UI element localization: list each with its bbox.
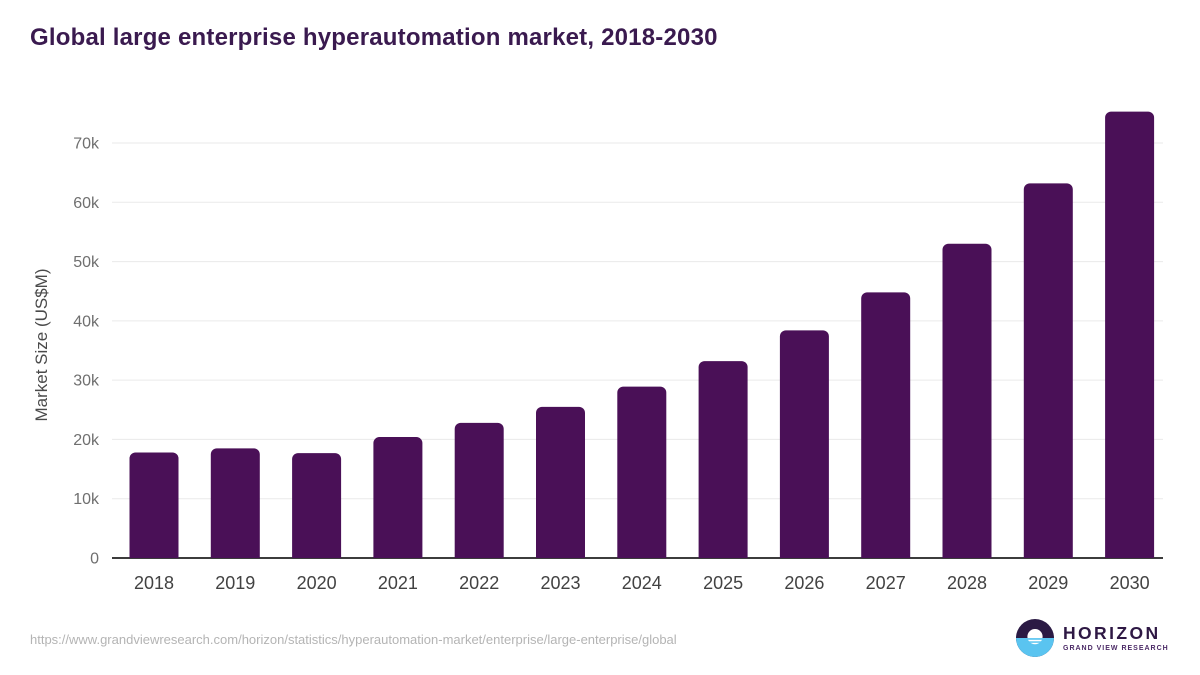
x-tick-label: 2023 — [540, 573, 580, 593]
bar-2026 — [779, 330, 829, 558]
horizon-logo-subtitle: GRAND VIEW RESEARCH — [1063, 644, 1169, 652]
y-tick-label: 0 — [90, 551, 99, 568]
x-tick-label: 2020 — [297, 573, 337, 593]
horizon-logo-text: HORIZON GRAND VIEW RESEARCH — [1063, 623, 1169, 652]
y-tick-label: 30k — [73, 373, 100, 390]
bar-2020 — [292, 453, 342, 558]
y-tick-label: 20k — [73, 432, 100, 449]
y-tick-label: 10k — [73, 491, 100, 508]
chart-title: Global large enterprise hyperautomation … — [30, 24, 718, 51]
bar-2027 — [861, 292, 911, 558]
x-tick-label: 2027 — [866, 573, 906, 593]
x-tick-label: 2028 — [947, 573, 987, 593]
x-tick-label: 2024 — [622, 573, 662, 593]
x-tick-label: 2029 — [1028, 573, 1068, 593]
x-tick-label: 2021 — [378, 573, 418, 593]
y-tick-label: 50k — [73, 254, 100, 271]
bar-2025 — [698, 361, 748, 558]
x-tick-label: 2018 — [134, 573, 174, 593]
bar-2022 — [454, 422, 504, 558]
horizon-logo: HORIZON GRAND VIEW RESEARCH — [1016, 619, 1169, 657]
x-tick-label: 2025 — [703, 573, 743, 593]
bar-2030 — [1105, 111, 1155, 558]
y-tick-label: 70k — [73, 136, 100, 153]
bar-2018 — [129, 452, 179, 558]
bar-2028 — [942, 243, 992, 559]
x-tick-label: 2019 — [215, 573, 255, 593]
x-tick-label: 2026 — [784, 573, 824, 593]
x-tick-label: 2030 — [1110, 573, 1150, 593]
horizon-sun-icon — [1016, 619, 1054, 657]
horizon-logo-name: HORIZON — [1063, 623, 1161, 644]
bar-2023 — [536, 406, 585, 558]
bar-2029 — [1023, 183, 1073, 559]
source-url: https://www.grandviewresearch.com/horizo… — [30, 632, 677, 647]
x-tick-label: 2022 — [459, 573, 499, 593]
y-tick-label: 40k — [73, 313, 100, 330]
bar-2021 — [373, 437, 423, 558]
y-tick-label: 60k — [73, 195, 100, 212]
bar-2019 — [210, 448, 260, 558]
bar-2024 — [617, 386, 667, 558]
